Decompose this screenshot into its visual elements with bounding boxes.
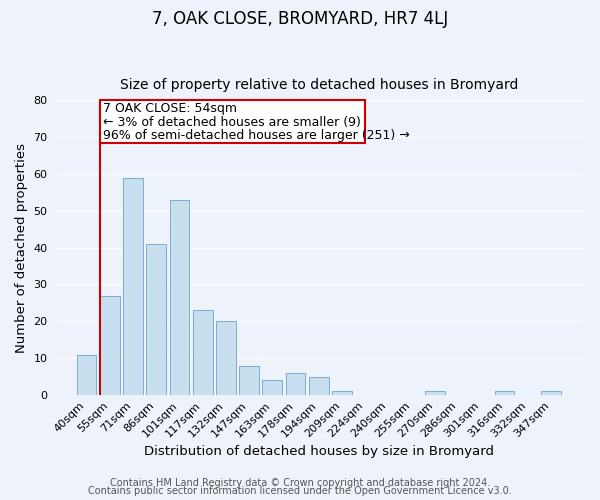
Text: Contains public sector information licensed under the Open Government Licence v3: Contains public sector information licen… <box>88 486 512 496</box>
Text: 96% of semi-detached houses are larger (251) →: 96% of semi-detached houses are larger (… <box>103 129 410 142</box>
Bar <box>146 244 166 395</box>
Bar <box>309 376 329 395</box>
Bar <box>286 373 305 395</box>
FancyBboxPatch shape <box>100 100 365 142</box>
Bar <box>239 366 259 395</box>
X-axis label: Distribution of detached houses by size in Bromyard: Distribution of detached houses by size … <box>144 444 494 458</box>
Bar <box>77 354 97 395</box>
Bar <box>541 392 561 395</box>
Bar <box>494 392 514 395</box>
Text: Contains HM Land Registry data © Crown copyright and database right 2024.: Contains HM Land Registry data © Crown c… <box>110 478 490 488</box>
Text: 7 OAK CLOSE: 54sqm: 7 OAK CLOSE: 54sqm <box>103 102 238 115</box>
Bar <box>425 392 445 395</box>
Bar <box>262 380 282 395</box>
Text: ← 3% of detached houses are smaller (9): ← 3% of detached houses are smaller (9) <box>103 116 361 128</box>
Text: 7, OAK CLOSE, BROMYARD, HR7 4LJ: 7, OAK CLOSE, BROMYARD, HR7 4LJ <box>152 10 448 28</box>
Y-axis label: Number of detached properties: Number of detached properties <box>15 142 28 352</box>
Bar <box>216 322 236 395</box>
Bar <box>193 310 212 395</box>
Title: Size of property relative to detached houses in Bromyard: Size of property relative to detached ho… <box>119 78 518 92</box>
Bar <box>123 178 143 395</box>
Bar <box>332 392 352 395</box>
Bar <box>100 296 119 395</box>
Bar <box>170 200 190 395</box>
